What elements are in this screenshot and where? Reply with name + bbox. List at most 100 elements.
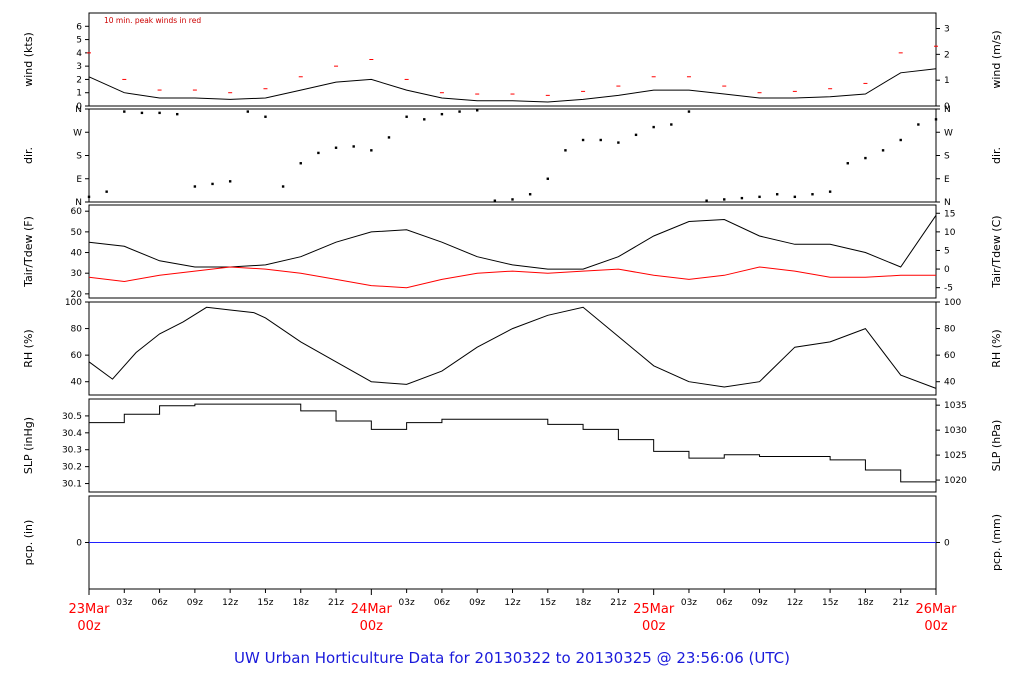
dir-ytick-label-left: S <box>76 152 82 162</box>
dir-point <box>723 198 726 201</box>
temp-ytick-label-right: 0 <box>944 265 950 275</box>
x-day-label-time: 00z <box>642 619 666 634</box>
wind-ytick-label-right: 2 <box>944 50 950 60</box>
x-day-label-time: 00z <box>77 619 101 634</box>
dir-point <box>440 112 444 116</box>
temp-ytick-label-right: 15 <box>944 209 955 219</box>
x-hour-tick-label: 15z <box>822 598 838 608</box>
temp-ytick-label-left: 60 <box>71 207 83 217</box>
x-hour-tick-label: 03z <box>116 598 132 608</box>
dir-point <box>423 118 426 121</box>
x-hour-tick-label: 12z <box>504 598 520 608</box>
dir-point <box>546 177 549 180</box>
pcp-ytick-label-left: 0 <box>76 539 82 549</box>
x-day-label-date: 23Mar <box>68 602 110 617</box>
dir-point <box>511 198 514 201</box>
x-hour-tick-label: 06z <box>434 598 450 608</box>
dir-point <box>334 146 338 149</box>
pcp-ylabel-right: pcp. (mm) <box>990 514 1003 571</box>
slp-ytick-label-right: 1035 <box>944 401 967 411</box>
rh-ytick-label-right: 60 <box>944 351 956 361</box>
dir-point <box>176 112 179 116</box>
rh-ylabel-left: RH (%) <box>22 329 35 367</box>
dir-point <box>917 123 920 126</box>
x-hour-tick-label: 09z <box>469 598 485 608</box>
x-hour-tick-label: 12z <box>787 598 803 608</box>
temp-panel-frame <box>88 204 937 299</box>
slp-ylabel-left: SLP (inHg) <box>22 417 35 474</box>
wind-ytick-label-left: 2 <box>76 75 82 85</box>
rh-ylabel-right: RH (%) <box>990 329 1003 367</box>
x-hour-tick-label: 09z <box>751 598 767 608</box>
temp-ytick-label-right: 10 <box>944 228 956 238</box>
slp-ytick-label-left: 30.1 <box>62 480 82 490</box>
pcp-ylabel-left: pcp. (in) <box>22 520 35 566</box>
slp-ytick-label-left: 30.5 <box>62 412 82 422</box>
dir-point <box>193 185 197 188</box>
dir-point <box>458 110 461 113</box>
rh-ytick-label-left: 80 <box>71 325 83 335</box>
dir-point <box>581 138 585 142</box>
x-hour-tick-label: 06z <box>151 598 167 608</box>
dir-point <box>352 145 355 148</box>
dir-point <box>140 111 144 115</box>
dir-ytick-label-right: N <box>944 198 951 208</box>
dir-point <box>564 149 567 152</box>
x-day-label-time: 00z <box>360 619 384 634</box>
wind-ytick-label-left: 3 <box>76 62 82 72</box>
dir-ytick-label-right: E <box>944 175 950 185</box>
wind-ytick-label-right: 1 <box>944 76 950 86</box>
wind-ytick-label-left: 5 <box>76 36 82 46</box>
dir-point <box>476 109 479 112</box>
x-day-label-date: 24Mar <box>351 602 393 617</box>
dir-point <box>370 149 373 152</box>
dir-ytick-label-left: E <box>76 175 82 185</box>
temp-ylabel-left: Tair/Tdew (F) <box>22 216 35 288</box>
dir-point <box>634 133 638 137</box>
slp-ytick-label-left: 30.2 <box>62 463 82 473</box>
dir-ytick-label-left: W <box>73 128 82 138</box>
rh-series-0-line <box>88 306 937 389</box>
wind-ytick-label-left: 4 <box>76 49 82 59</box>
dir-point <box>87 195 91 199</box>
slp-ytick-label-left: 30.4 <box>62 429 82 439</box>
wind-ytick-label-right: 3 <box>944 25 950 35</box>
dir-point <box>617 141 620 144</box>
dir-point <box>317 151 320 155</box>
x-hour-tick-label: 21z <box>893 598 909 608</box>
dir-point <box>158 111 161 115</box>
wind-ylabel-right: wind (m/s) <box>990 30 1003 88</box>
dir-point <box>264 115 267 118</box>
pcp-ytick-label-right: 0 <box>944 539 950 549</box>
x-hour-tick-label: 18z <box>575 598 591 608</box>
rh-ytick-label-right: 100 <box>944 298 961 308</box>
rh-ytick-label-left: 100 <box>65 298 82 308</box>
dir-ytick-label-right: S <box>944 152 950 162</box>
dir-point <box>881 149 885 152</box>
dir-point <box>846 162 849 165</box>
dir-point <box>811 193 814 196</box>
rh-ytick-label-right: 40 <box>944 378 956 388</box>
rh-ytick-label-left: 40 <box>71 378 83 388</box>
dir-point <box>670 123 673 126</box>
dir-ytick-label-left: N <box>75 105 82 115</box>
wind-ytick-label-left: 6 <box>76 22 82 32</box>
temp-ytick-label-left: 40 <box>71 249 83 259</box>
x-hour-tick-label: 18z <box>293 598 309 608</box>
dir-ylabel-right: dir. <box>990 147 1003 164</box>
dir-point <box>793 195 797 199</box>
dir-panel-frame <box>88 108 937 203</box>
dir-point <box>528 193 532 196</box>
dir-point <box>775 193 779 196</box>
dir-point <box>105 190 108 193</box>
x-day-label-time: 00z <box>924 619 948 634</box>
dir-point <box>828 190 832 193</box>
temp-ytick-label-left: 30 <box>71 269 83 279</box>
temp-ytick-label-left: 20 <box>71 290 83 300</box>
slp-ylabel-right: SLP (hPa) <box>990 420 1003 472</box>
slp-ytick-label-right: 1020 <box>944 476 967 486</box>
temp-ytick-label-right: -5 <box>944 284 953 294</box>
wind-ytick-label-left: 0 <box>76 102 82 112</box>
dir-point <box>599 138 602 142</box>
dir-ytick-label-left: N <box>75 198 82 208</box>
